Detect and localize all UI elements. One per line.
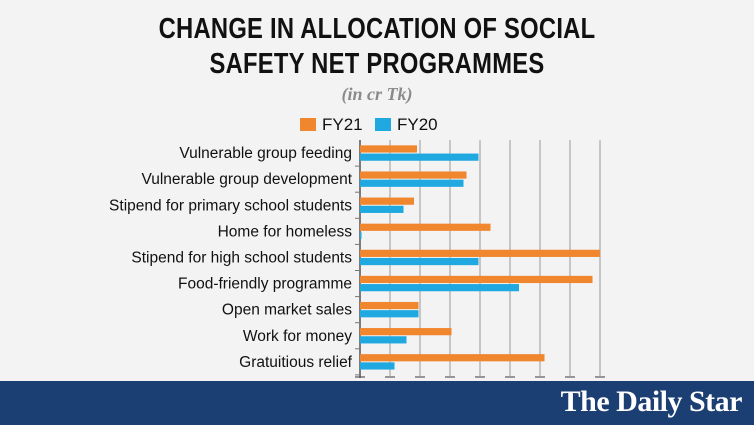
- bar-fy20: [360, 205, 404, 213]
- footer-bar: The Daily Star: [0, 381, 754, 425]
- bar-fy20: [360, 153, 479, 161]
- legend-fy20-label: FY20: [397, 115, 438, 134]
- bar-fy20: [360, 179, 464, 187]
- bar-fy20: [360, 284, 519, 292]
- category-label: Home for homeless: [218, 223, 353, 240]
- bar-fy21: [360, 171, 467, 179]
- chart-subtitle: (in cr Tk): [341, 84, 413, 104]
- legend-fy20: FY20: [375, 115, 438, 135]
- bar-fy20: [360, 257, 479, 266]
- legend-fy21-label: FY21: [322, 115, 363, 134]
- bar-fy21: [360, 249, 600, 257]
- bar-fy21: [360, 197, 414, 205]
- bar-fy20: [360, 231, 362, 240]
- legend-fy21-swatch: [300, 118, 316, 131]
- bar-fy21: [360, 301, 419, 310]
- chart-title-line1: CHANGE IN ALLOCATION OF SOCIAL: [158, 13, 596, 45]
- bar-fy21: [360, 145, 417, 153]
- legend-fy21: FY21: [300, 115, 363, 135]
- bar-fy21: [360, 223, 491, 231]
- brand-logo-text: The Daily Star: [560, 385, 743, 418]
- bar-fy21: [360, 354, 545, 362]
- bar-fy20: [360, 336, 407, 344]
- chart-title-line2: SAFETY NET PROGRAMMES: [209, 48, 545, 80]
- legend-fy20-swatch: [375, 118, 391, 131]
- category-label: Gratuitious relief: [239, 354, 353, 371]
- category-label: Open market sales: [222, 302, 352, 319]
- bar-fy20: [360, 362, 395, 370]
- category-label: Food-friendly programme: [178, 276, 352, 293]
- bar-fy20: [360, 310, 419, 318]
- category-label: Work for money: [243, 328, 352, 345]
- category-label: Vulnerable group development: [141, 171, 352, 188]
- bar-fy21: [360, 275, 593, 284]
- category-label: Stipend for primary school students: [109, 197, 352, 214]
- category-label: Vulnerable group feeding: [179, 145, 352, 162]
- category-label: Stipend for high school students: [131, 249, 352, 266]
- bar-fy21: [360, 328, 452, 336]
